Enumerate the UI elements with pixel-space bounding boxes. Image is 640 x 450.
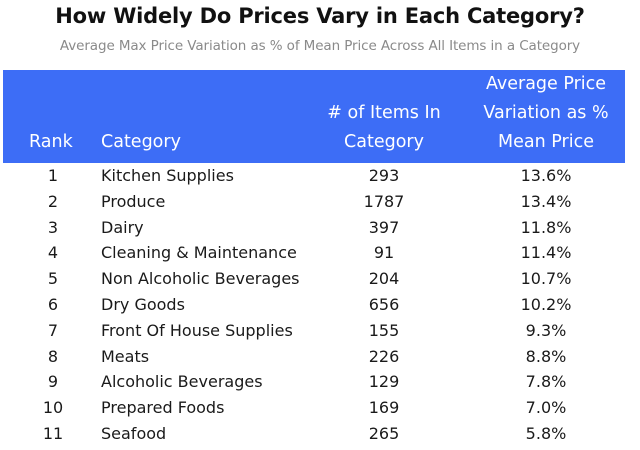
rank-cell: 3 (47, 217, 59, 237)
items-cell: 656 (368, 294, 400, 314)
category-cell: Seafood (101, 423, 167, 443)
category-cell: Cleaning & Maintenance (101, 243, 297, 263)
category-cell: Alcoholic Beverages (101, 372, 263, 392)
category-cell: Front Of House Supplies (101, 320, 293, 340)
variation-cell: 13.4% (520, 191, 572, 211)
header-variation-line-1: Average Price (485, 74, 607, 94)
variation-cell: 8.8% (525, 346, 567, 366)
table-row: 1 Kitchen Supplies 293 13.6% (3, 163, 625, 189)
table-row: 9 Alcoholic Beverages 129 7.8% (3, 369, 625, 395)
items-cell: 1787 (363, 191, 405, 211)
category-cell: Non Alcoholic Beverages (101, 269, 300, 289)
table-row: 6 Dry Goods 656 10.2% (3, 292, 625, 318)
items-cell: 226 (368, 346, 400, 366)
items-cell: 169 (368, 398, 400, 418)
header-items-line-2: Category (344, 132, 424, 152)
table-row: 5 Non Alcoholic Beverages 204 10.7% (3, 266, 625, 292)
rank-cell: 10 (42, 398, 64, 418)
variation-cell: 11.4% (520, 243, 572, 263)
table-header: Rank Category # of Items In Category Ave… (3, 70, 625, 163)
table-row: 8 Meats 226 8.8% (3, 344, 625, 370)
table-row: 10 Prepared Foods 169 7.0% (3, 395, 625, 421)
variation-cell: 10.7% (520, 269, 572, 289)
table-body: 1 Kitchen Supplies 293 13.6% 2 Produce 1… (3, 163, 625, 447)
category-cell: Prepared Foods (101, 398, 225, 418)
header-rank: Rank (29, 132, 73, 152)
table-row: 7 Front Of House Supplies 155 9.3% (3, 318, 625, 344)
header-items-line-1: # of Items In (327, 103, 441, 123)
chart-subtitle: Average Max Price Variation as % of Mean… (59, 38, 581, 54)
items-cell: 129 (368, 372, 400, 392)
category-cell: Produce (101, 191, 166, 211)
header-category: Category (101, 132, 181, 152)
category-cell: Dry Goods (101, 294, 185, 314)
items-cell: 265 (368, 423, 400, 443)
category-cell: Meats (101, 346, 150, 366)
rank-cell: 1 (47, 166, 59, 185)
variation-cell: 7.0% (525, 398, 567, 418)
rank-cell: 4 (47, 243, 59, 263)
header-items: # of Items In Category (311, 99, 457, 157)
items-cell: 91 (373, 243, 395, 263)
variation-cell: 9.3% (525, 320, 567, 340)
chart-title: How Widely Do Prices Vary in Each Catego… (55, 4, 585, 28)
variation-cell: 7.8% (525, 372, 567, 392)
rank-cell: 9 (47, 372, 59, 392)
items-cell: 155 (368, 320, 400, 340)
table-row: 2 Produce 1787 13.4% (3, 189, 625, 215)
variation-cell: 11.8% (520, 217, 572, 237)
rank-cell: 8 (47, 346, 59, 366)
category-cell: Kitchen Supplies (101, 166, 234, 185)
items-cell: 397 (368, 217, 400, 237)
header-variation-line-3: Mean Price (498, 132, 594, 152)
table-row: 3 Dairy 397 11.8% (3, 215, 625, 241)
rank-cell: 11 (42, 423, 64, 443)
rank-cell: 7 (47, 320, 59, 340)
rank-cell: 2 (47, 191, 59, 211)
table-row: 11 Seafood 265 5.8% (3, 421, 625, 447)
variation-cell: 5.8% (525, 423, 567, 443)
rank-cell: 6 (47, 294, 59, 314)
rank-cell: 5 (47, 269, 59, 289)
category-cell: Dairy (101, 217, 144, 237)
header-variation-line-2: Variation as % (483, 103, 609, 123)
items-cell: 204 (368, 269, 400, 289)
variation-cell: 13.6% (520, 166, 572, 185)
header-variation: Average Price Variation as % Mean Price (467, 70, 625, 157)
table-row: 4 Cleaning & Maintenance 91 11.4% (3, 240, 625, 266)
items-cell: 293 (368, 166, 400, 185)
variation-cell: 10.2% (520, 294, 572, 314)
